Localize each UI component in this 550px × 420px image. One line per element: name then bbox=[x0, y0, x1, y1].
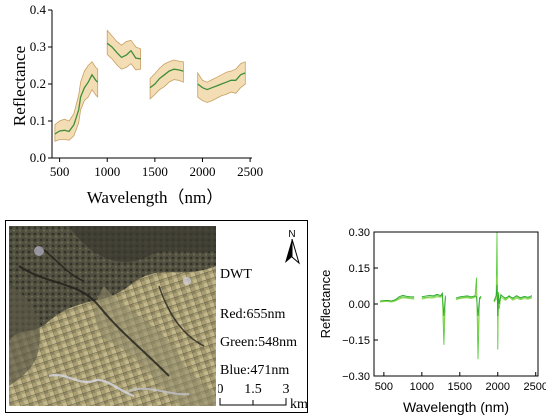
mean-line-2 bbox=[149, 68, 184, 89]
x-tick-label: 2500 bbox=[237, 164, 263, 179]
y-tick-label: 0.4 bbox=[30, 2, 47, 17]
north-label: N bbox=[288, 229, 295, 240]
top-y-ticks: 0.0 0.1 0.2 0.3 0.4 bbox=[30, 2, 52, 165]
bottom-y-axis-label: Reflectance bbox=[318, 270, 333, 339]
x-tick-label: 2500 bbox=[523, 381, 546, 393]
x-tick-label: 2000 bbox=[486, 381, 510, 393]
x-tick-label: 1000 bbox=[94, 164, 120, 179]
y-tick-label: 0.30 bbox=[349, 227, 370, 239]
scale-tick-1: 1.5 bbox=[244, 382, 262, 397]
scale-unit: km bbox=[290, 397, 308, 411]
std-band-0 bbox=[54, 61, 99, 142]
spectrum-line-3-0 bbox=[493, 231, 533, 350]
std-band-3 bbox=[197, 61, 246, 103]
north-arrow-icon: N bbox=[285, 229, 300, 265]
mean-reflectance-plot-area bbox=[54, 29, 246, 142]
std-band-2 bbox=[149, 59, 184, 100]
y-tick-label: −0.15 bbox=[342, 335, 370, 347]
top-x-ticks: 500 1000 1500 2000 2500 bbox=[50, 158, 263, 179]
spectrum-line-1-1 bbox=[421, 294, 446, 329]
x-tick-label: 500 bbox=[50, 164, 70, 179]
product-label: DWT bbox=[220, 267, 252, 282]
mean-line-1 bbox=[106, 42, 141, 60]
x-tick-label: 500 bbox=[375, 381, 393, 393]
spectrum-line-1-2 bbox=[421, 291, 446, 317]
satellite-image bbox=[9, 226, 216, 406]
spectrum-line-1-0 bbox=[421, 292, 446, 345]
scale-tick-0: 0 bbox=[218, 382, 224, 397]
spectra-frame bbox=[373, 231, 539, 377]
mean-reflectance-chart: 500 1000 1500 2000 2500 0.0 0.1 0.2 0.3 0.4 Wave… bbox=[10, 2, 263, 207]
y-tick-label: 0.1 bbox=[30, 113, 46, 128]
spectrum-line-2-0 bbox=[455, 277, 482, 360]
y-tick-label: 0.15 bbox=[349, 263, 370, 275]
spectrum-line-2-1 bbox=[455, 289, 482, 333]
top-x-axis-label: Wavelength（nm） bbox=[87, 188, 224, 207]
mean-line-3 bbox=[197, 72, 246, 91]
spectrum-line-2-2 bbox=[455, 295, 482, 317]
top-y-axis-label: Reflectance bbox=[10, 46, 29, 126]
x-tick-label: 2000 bbox=[189, 164, 215, 179]
spectrum-line-0-0 bbox=[380, 296, 415, 303]
spectrum-line-3-2 bbox=[493, 284, 533, 317]
mean-line-0 bbox=[54, 73, 99, 135]
scale-tick-2: 3 bbox=[283, 382, 290, 397]
x-tick-label: 1000 bbox=[410, 381, 434, 393]
y-tick-label: 0.2 bbox=[30, 76, 46, 91]
x-tick-label: 1500 bbox=[448, 381, 472, 393]
y-tick-label: 0.00 bbox=[349, 299, 370, 311]
std-band-1 bbox=[106, 29, 141, 71]
x-tick-label: 1500 bbox=[142, 164, 168, 179]
y-tick-label: −0.30 bbox=[342, 371, 370, 383]
scale-bar: 0 1.5 3 km bbox=[218, 382, 308, 411]
map-panel: DWT Red:655nm Green:548nm Blue:471nm N 0… bbox=[5, 220, 308, 413]
bottom-y-ticks: −0.30 −0.15 0.00 0.15 0.30 bbox=[342, 227, 378, 383]
spectrum-line-0-1 bbox=[380, 297, 415, 303]
y-tick-label: 0.0 bbox=[30, 150, 46, 165]
spectra-plot-area bbox=[380, 231, 533, 360]
bottom-x-ticks: 500 1000 1500 2000 2500 bbox=[375, 372, 546, 393]
blue-band-label: Blue:471nm bbox=[220, 363, 290, 378]
spectra-chart: 500 1000 1500 2000 2500 −0.30 −0.15 0.00 0.15 0.… bbox=[318, 227, 546, 415]
green-band-label: Green:548nm bbox=[220, 335, 297, 350]
spectrum-line-0-2 bbox=[380, 294, 415, 302]
y-tick-label: 0.3 bbox=[30, 39, 46, 54]
red-band-label: Red:655nm bbox=[220, 307, 286, 322]
bottom-x-axis-label: Wavelength (nm) bbox=[403, 399, 509, 415]
